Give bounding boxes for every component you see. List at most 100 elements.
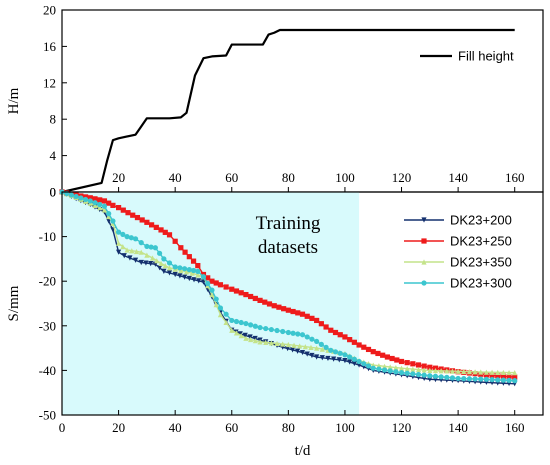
data-point <box>209 287 215 293</box>
data-point <box>289 347 296 353</box>
data-point <box>217 312 224 318</box>
data-point <box>432 367 439 374</box>
data-point <box>213 296 219 302</box>
data-point <box>213 280 219 286</box>
data-point <box>466 369 473 375</box>
data-point <box>285 345 291 352</box>
data-point <box>229 286 235 292</box>
x-tick-label: 80 <box>282 420 295 435</box>
data-point <box>144 219 150 225</box>
data-point <box>247 334 253 340</box>
data-point <box>252 335 258 342</box>
data-point <box>432 373 439 379</box>
data-point <box>337 332 343 338</box>
series-dk23-300 <box>59 189 518 384</box>
data-point <box>342 352 348 358</box>
data-point <box>233 318 240 325</box>
data-point <box>252 295 258 302</box>
data-point <box>242 332 248 338</box>
data-point <box>132 236 139 242</box>
data-point <box>177 273 183 279</box>
x-tick-label: 100 <box>335 170 355 185</box>
y-tick-label: 4 <box>50 148 57 163</box>
data-point <box>213 302 219 308</box>
data-point <box>500 377 506 383</box>
data-point <box>309 315 315 321</box>
y-tick-label: -30 <box>39 318 56 333</box>
data-point <box>274 327 280 334</box>
data-point <box>68 192 75 198</box>
data-point <box>276 304 282 310</box>
data-point <box>299 311 306 317</box>
data-point <box>87 195 93 201</box>
data-point <box>332 329 339 336</box>
data-point <box>285 307 291 313</box>
data-point <box>115 205 122 211</box>
data-point <box>138 240 144 246</box>
data-point <box>472 376 478 382</box>
legend-label: DK23+250 <box>450 234 512 249</box>
data-point <box>101 198 108 204</box>
data-point <box>410 366 416 372</box>
data-point <box>328 327 334 333</box>
data-point <box>248 336 254 343</box>
data-point <box>248 293 254 300</box>
data-point <box>421 372 427 378</box>
data-point <box>421 238 427 244</box>
data-point <box>365 363 372 369</box>
data-point <box>162 262 168 269</box>
data-point <box>323 324 329 330</box>
data-point <box>455 375 461 382</box>
data-point <box>268 326 274 333</box>
data-point <box>361 344 367 350</box>
data-point <box>162 229 168 235</box>
data-point <box>415 371 422 378</box>
data-point <box>237 331 243 337</box>
legend-label: DK23+350 <box>450 255 512 270</box>
data-point <box>356 358 362 365</box>
data-point <box>238 333 244 339</box>
data-point <box>466 376 473 382</box>
data-point <box>190 267 197 274</box>
x-axis-title: t/d <box>295 443 311 459</box>
data-point <box>186 254 192 260</box>
data-point <box>268 340 274 346</box>
data-point <box>149 255 156 261</box>
data-point <box>177 265 183 271</box>
data-point <box>223 284 229 290</box>
data-point <box>398 358 405 365</box>
data-point <box>370 349 376 355</box>
x-tick-label: 160 <box>505 170 525 185</box>
data-point <box>398 370 405 376</box>
data-point <box>252 338 258 344</box>
x-tick-label: 20 <box>112 420 125 435</box>
y-tick-label: 16 <box>43 39 57 54</box>
data-point <box>375 350 381 357</box>
data-point <box>257 339 263 345</box>
data-point <box>314 338 320 345</box>
x-tick-label: 120 <box>392 420 412 435</box>
plot-frame <box>61 191 544 416</box>
data-point <box>489 369 495 375</box>
data-point <box>387 368 393 374</box>
data-point <box>495 377 501 383</box>
data-point <box>101 203 108 209</box>
data-point <box>394 357 400 363</box>
legend-label: Fill height <box>458 49 514 64</box>
data-point <box>304 334 310 340</box>
data-point <box>158 227 164 233</box>
data-point <box>356 342 362 348</box>
data-point <box>257 324 263 331</box>
x-tick-label: 160 <box>505 420 525 435</box>
data-point <box>223 311 229 317</box>
y-axis-title: H/m <box>6 87 22 114</box>
data-point <box>381 367 388 373</box>
data-point <box>444 368 450 374</box>
data-point <box>308 344 314 350</box>
data-point <box>381 363 388 369</box>
data-point <box>309 336 315 342</box>
data-point <box>110 202 116 208</box>
data-point <box>161 256 167 262</box>
y-tick-label: 12 <box>43 75 56 90</box>
data-point <box>483 372 490 378</box>
